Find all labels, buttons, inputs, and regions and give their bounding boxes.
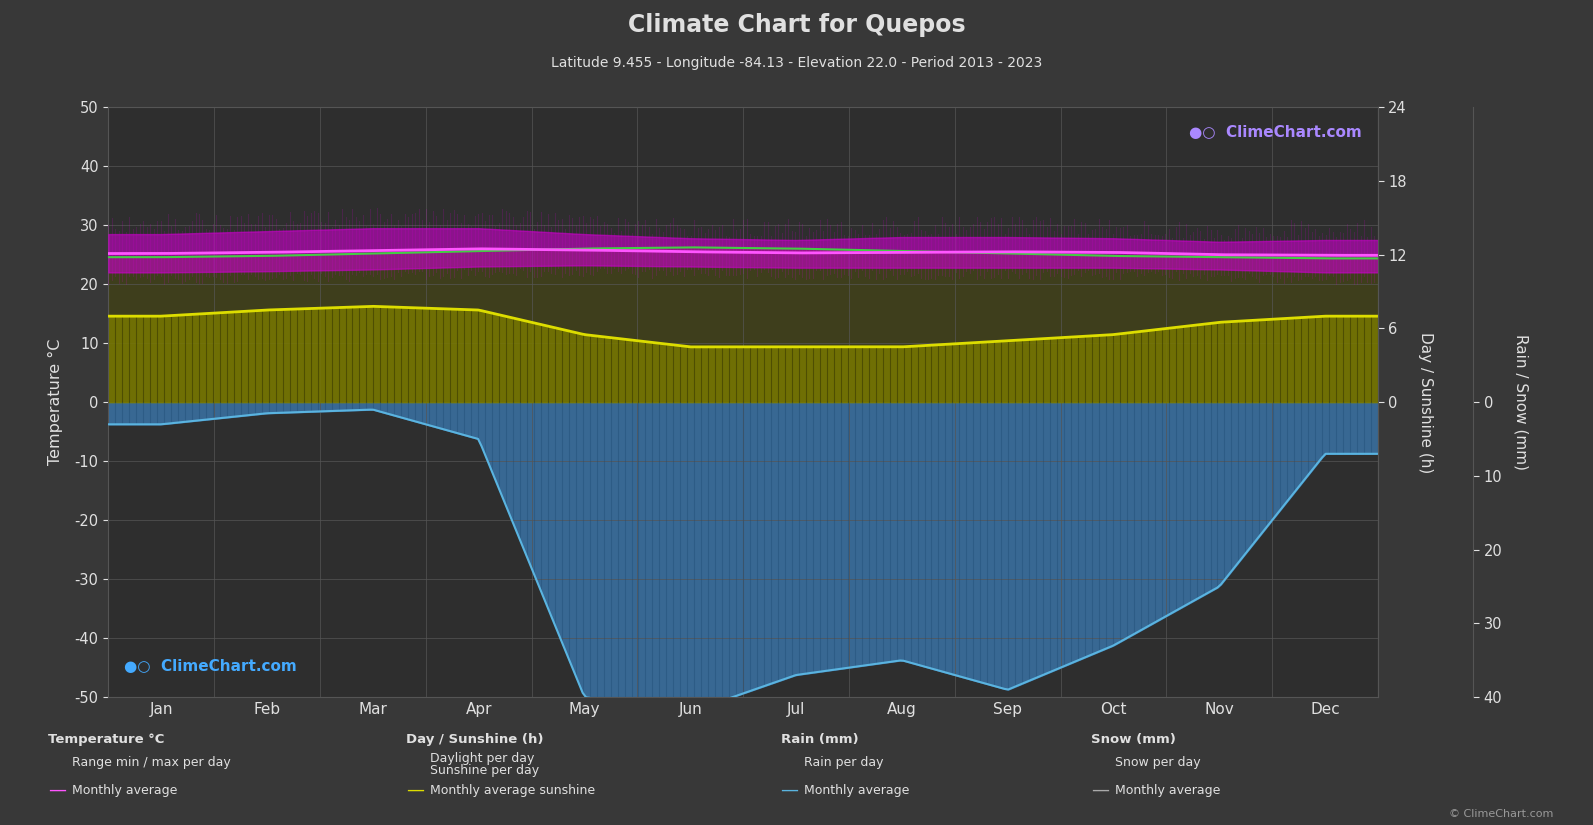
Text: —: — (781, 780, 798, 799)
Text: Day / Sunshine (h): Day / Sunshine (h) (406, 733, 543, 746)
Y-axis label: Temperature °C: Temperature °C (48, 339, 64, 465)
Y-axis label: Rain / Snow (mm): Rain / Snow (mm) (1513, 334, 1528, 470)
Text: Monthly average: Monthly average (1115, 785, 1220, 798)
Text: Latitude 9.455 - Longitude -84.13 - Elevation 22.0 - Period 2013 - 2023: Latitude 9.455 - Longitude -84.13 - Elev… (551, 56, 1042, 70)
Text: —: — (406, 780, 424, 799)
Text: Monthly average: Monthly average (804, 785, 910, 798)
Text: Snow per day: Snow per day (1115, 756, 1201, 769)
Text: Snow (mm): Snow (mm) (1091, 733, 1176, 746)
Text: Sunshine per day: Sunshine per day (430, 764, 540, 777)
Text: © ClimeChart.com: © ClimeChart.com (1448, 808, 1553, 818)
Text: Rain per day: Rain per day (804, 756, 884, 769)
Text: Daylight per day: Daylight per day (430, 752, 535, 766)
Text: Climate Chart for Quepos: Climate Chart for Quepos (628, 13, 965, 37)
Text: —: — (1091, 780, 1109, 799)
Text: Monthly average: Monthly average (72, 785, 177, 798)
Text: Temperature °C: Temperature °C (48, 733, 164, 746)
Text: Rain (mm): Rain (mm) (781, 733, 859, 746)
Text: Monthly average sunshine: Monthly average sunshine (430, 785, 596, 798)
Text: —: — (48, 780, 65, 799)
Text: ●○  ClimeChart.com: ●○ ClimeChart.com (124, 658, 296, 673)
Text: Range min / max per day: Range min / max per day (72, 756, 231, 769)
Text: ●○  ClimeChart.com: ●○ ClimeChart.com (1190, 125, 1362, 140)
Y-axis label: Day / Sunshine (h): Day / Sunshine (h) (1418, 332, 1434, 473)
